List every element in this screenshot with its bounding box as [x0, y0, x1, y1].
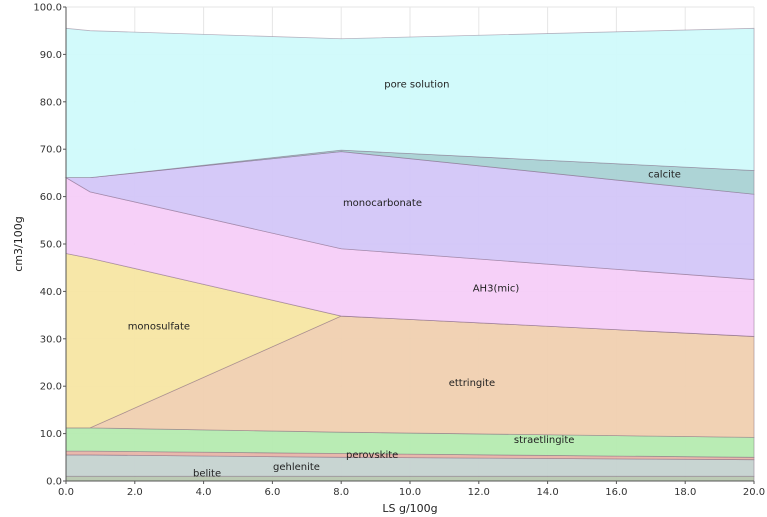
y-tick-label: 90.0 — [40, 50, 62, 61]
y-tick-label: 30.0 — [40, 334, 62, 345]
x-tick-label: 8.0 — [333, 487, 349, 498]
area-belite — [65, 475, 755, 482]
region-label: perovskite — [346, 450, 398, 461]
y-tick-label: 60.0 — [40, 192, 62, 203]
y-tick-label: 10.0 — [40, 429, 62, 440]
y-tick-label: 20.0 — [40, 382, 62, 393]
y-tick-label: 80.0 — [40, 97, 62, 108]
region-labels: pore solution calcite monocarbonate AH3(mic… — [128, 80, 681, 480]
area-ettringite — [66, 315, 755, 438]
x-tick-label: 12.0 — [468, 487, 490, 498]
area-gehlenite — [65, 454, 755, 477]
region-label: ettringite — [449, 378, 495, 389]
x-tick-label: 2.0 — [127, 487, 143, 498]
x-tick-label: 16.0 — [605, 487, 627, 498]
area-pore-solution — [65, 27, 755, 179]
x-tick-label: 20.0 — [743, 487, 765, 498]
tick-labels: 0.0 2.0 4.0 6.0 8.0 10.0 12.0 14.0 16.0 18.0 20.0 0… — [33, 3, 765, 499]
y-tick-label: 100.0 — [33, 3, 62, 14]
region-label: pore solution — [384, 80, 449, 91]
x-tick-label: 6.0 — [264, 487, 280, 498]
area-ah3-mic — [65, 176, 755, 337]
x-axis-title: LS g/100g — [382, 502, 437, 515]
region-label: belite — [193, 468, 221, 479]
x-tick-label: 18.0 — [674, 487, 696, 498]
x-tick-label: 0.0 — [58, 487, 74, 498]
stacked-areas — [64, 27, 755, 482]
region-label: straetlingite — [514, 435, 575, 446]
region-label: calcite — [648, 170, 681, 181]
region-label: monosulfate — [128, 321, 190, 332]
area-perovskite — [65, 450, 755, 461]
region-label: gehlenite — [273, 462, 320, 473]
y-tick-label: 0.0 — [46, 477, 62, 488]
y-tick-label: 70.0 — [40, 145, 62, 156]
y-tick-label: 50.0 — [40, 240, 62, 251]
region-label: AH3(mic) — [473, 283, 520, 294]
region-label: monocarbonate — [343, 198, 422, 209]
x-tick-label: 10.0 — [399, 487, 421, 498]
x-tick-label: 4.0 — [196, 487, 212, 498]
y-axis-title: cm3/100g — [12, 216, 25, 271]
x-tick-label: 14.0 — [536, 487, 558, 498]
y-tick-label: 40.0 — [40, 287, 62, 298]
